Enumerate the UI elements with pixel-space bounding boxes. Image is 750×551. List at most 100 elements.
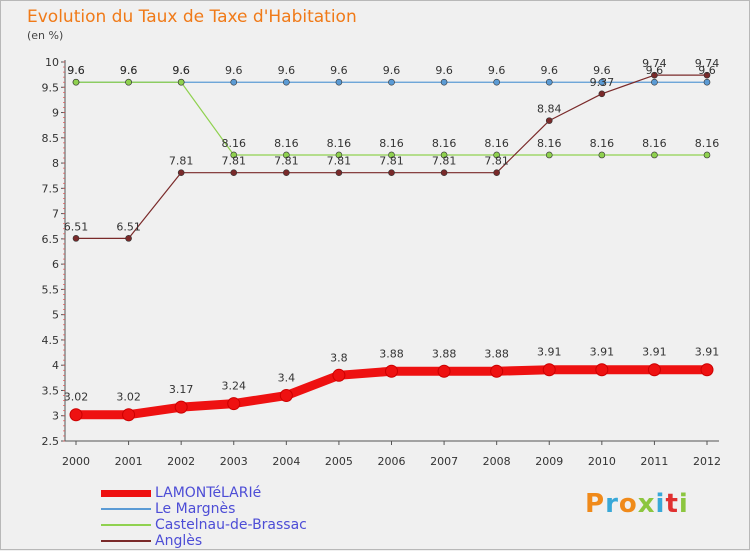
data-point (72, 235, 80, 242)
data-label: 9.6 (172, 64, 190, 77)
data-point (283, 151, 290, 159)
data-label: 9.74 (695, 57, 720, 70)
data-label: 7.81 (484, 155, 509, 168)
data-label: 8.84 (537, 103, 562, 116)
data-label: 9.6 (120, 64, 138, 77)
data-point (440, 151, 448, 159)
data-point (283, 78, 290, 86)
data-point (335, 78, 343, 86)
data-label: 9.6 (330, 64, 348, 77)
legend-label: Anglès (155, 533, 203, 549)
data-label: 3.91 (537, 346, 562, 359)
data-point (122, 408, 136, 422)
x-tick-label: 2011 (640, 455, 668, 468)
data-point (493, 169, 500, 176)
x-tick-label: 2008 (483, 455, 511, 468)
chart-title: Evolution du Taux de Taxe d'Habitation (27, 7, 357, 27)
data-point (385, 364, 398, 378)
data-point (230, 78, 238, 86)
data-point (279, 389, 293, 403)
data-label: 3.91 (695, 346, 720, 359)
data-label: 9.6 (593, 64, 611, 77)
data-point (545, 117, 553, 124)
data-label: 8.16 (432, 137, 457, 150)
x-tick-label: 2000 (62, 455, 90, 468)
y-tick-label: 7.5 (42, 182, 60, 195)
y-tick-label: 5 (52, 309, 59, 322)
data-label: 3.88 (379, 347, 404, 360)
data-label: 9.6 (646, 64, 664, 77)
y-tick-label: 10 (45, 56, 59, 69)
y-tick-label: 4 (52, 359, 59, 372)
data-label: 8.16 (642, 137, 667, 150)
data-label: 9.6 (67, 64, 85, 77)
data-point (490, 364, 504, 378)
data-label: 7.81 (222, 155, 247, 168)
data-label: 8.16 (327, 137, 352, 150)
data-label: 8.16 (484, 137, 509, 150)
data-point (493, 151, 500, 159)
data-point (335, 151, 343, 159)
data-point (335, 169, 343, 176)
y-tick-label: 2.5 (42, 435, 60, 448)
data-label: 8.16 (274, 137, 299, 150)
data-label: 9.6 (278, 64, 296, 77)
data-label: 3.88 (484, 347, 509, 360)
data-point (177, 169, 185, 176)
legend-swatch (101, 540, 151, 542)
data-point (598, 90, 606, 98)
data-label: 7.81 (169, 155, 194, 168)
data-label: 8.16 (537, 137, 562, 150)
x-tick-label: 2004 (272, 455, 300, 468)
data-label: 3.91 (590, 346, 615, 359)
data-point (72, 78, 80, 86)
y-tick-label: 5.5 (42, 283, 60, 296)
proxiti-logo: Proxiti (585, 489, 689, 519)
data-label: 6.51 (64, 220, 89, 233)
legend-label: LAMONTéLARIé (155, 485, 262, 501)
data-label: 8.16 (222, 137, 247, 150)
data-point (545, 78, 553, 86)
data-point (440, 169, 448, 176)
data-point (545, 151, 553, 159)
data-point (700, 363, 714, 377)
data-point (542, 363, 556, 377)
data-point (703, 151, 711, 159)
data-label: 9.74 (642, 57, 667, 70)
data-label: 9.6 (67, 64, 85, 77)
x-tick-label: 2002 (167, 455, 195, 468)
data-point (174, 400, 188, 414)
data-label: 9.6 (698, 64, 716, 77)
y-tick-label: 9 (52, 107, 59, 120)
data-point (595, 363, 609, 377)
legend-swatch (101, 524, 151, 526)
data-point (227, 397, 241, 411)
x-tick-label: 2003 (220, 455, 248, 468)
data-label: 9.6 (435, 64, 453, 77)
x-tick-label: 2006 (378, 455, 406, 468)
data-point (388, 169, 395, 176)
data-point (332, 368, 346, 382)
data-point (125, 235, 132, 242)
data-label: 8.16 (590, 137, 615, 150)
data-label: 3.8 (330, 351, 348, 364)
data-label: 8.16 (379, 137, 404, 150)
data-label: 3.88 (432, 347, 457, 360)
data-label: 9.6 (225, 64, 243, 77)
x-tick-label: 2010 (588, 455, 616, 468)
y-tick-label: 8 (52, 157, 59, 170)
data-point (651, 78, 658, 86)
data-point (388, 151, 395, 159)
data-label: 3.4 (278, 372, 296, 385)
chart-subtitle: (en %) (27, 29, 64, 42)
data-point (230, 169, 238, 176)
data-point (598, 151, 606, 159)
legend-label: Castelnau-de-Brassac (155, 517, 307, 533)
data-label: 3.02 (116, 391, 141, 404)
x-tick-label: 2005 (325, 455, 353, 468)
data-point (493, 78, 500, 86)
data-label: 3.17 (169, 383, 194, 396)
y-tick-label: 3.5 (42, 384, 60, 397)
data-label: 9.6 (120, 64, 138, 77)
